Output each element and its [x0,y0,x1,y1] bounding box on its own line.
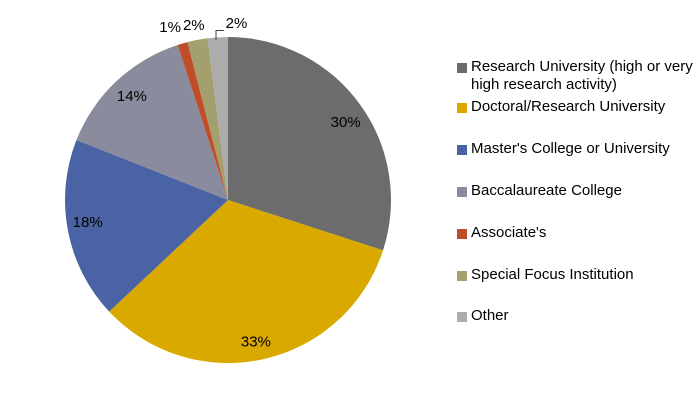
legend-swatch-icon [457,103,467,113]
slice-percent-label-6: 2% [226,15,248,32]
pie-slice-5 [187,38,228,200]
legend-item-5: Special Focus Institution [457,266,697,284]
pie-slice-6 [207,37,228,200]
legend-label: Other [471,307,509,324]
legend-label: Special Focus Institution [471,265,634,283]
legend-label: Master's College or University [471,140,670,157]
legend-swatch-icon [457,63,467,73]
legend-label: Baccalaureate College [471,182,622,199]
legend-item-3: Baccalaureate College [457,182,697,200]
label-leader-line [215,30,224,40]
legend-label: Associate's [471,224,547,241]
pie-slice-4 [177,42,228,201]
legend-swatch-icon [457,270,467,281]
legend-item-4: Associate's [457,224,697,242]
slice-percent-label-0: 30% [331,114,361,131]
slice-percent-label-3: 14% [117,88,147,105]
legend-label: Research University (high or very high r… [471,58,693,93]
legend-swatch-icon [457,145,467,155]
legend-swatch-icon [457,229,467,239]
slice-percent-label-2: 18% [73,214,103,231]
slice-percent-label-4: 1% [159,19,181,36]
legend-swatch-icon [457,187,467,197]
legend-item-1: Doctoral/Research University [457,98,697,116]
slice-percent-label-1: 33% [241,334,271,351]
legend-swatch-icon [457,312,467,322]
legend-item-6: Other [457,307,697,325]
slice-percent-label-5: 2% [183,17,205,34]
pie-slice-3 [76,44,228,201]
pie-slice-0 [228,37,391,251]
legend-item-0: Research University (high or very high r… [457,58,697,94]
legend-label: Doctoral/Research University [471,98,666,115]
legend-item-2: Master's College or University [457,140,697,158]
pie-slice-1 [109,200,384,363]
pie-slice-2 [65,140,228,312]
